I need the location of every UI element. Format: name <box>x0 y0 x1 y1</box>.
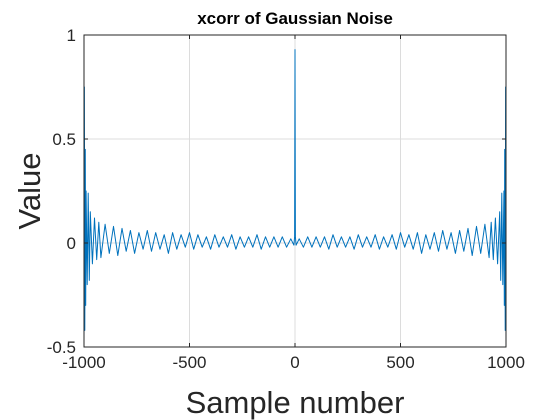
x-tick-label: 1000 <box>487 353 525 372</box>
y-axis-label: Value <box>12 153 47 230</box>
chart-title: xcorr of Gaussian Noise <box>197 9 393 28</box>
x-tick-label: -1000 <box>62 353 105 372</box>
y-tick-label: 1 <box>67 26 76 45</box>
x-tick-label: 0 <box>290 353 299 372</box>
y-tick-label: 0.5 <box>52 130 76 149</box>
x-tick-label: -500 <box>172 353 206 372</box>
plot-area <box>83 49 507 348</box>
x-axis-label: Sample number <box>186 385 405 420</box>
x-tick-label: 500 <box>386 353 414 372</box>
ticks: -1000 -500 0 500 1000 -0.5 0 0.5 1 <box>47 26 525 372</box>
y-tick-label: -0.5 <box>47 338 76 357</box>
y-tick-label: 0 <box>67 234 76 253</box>
xcorr-series-line <box>83 49 507 348</box>
